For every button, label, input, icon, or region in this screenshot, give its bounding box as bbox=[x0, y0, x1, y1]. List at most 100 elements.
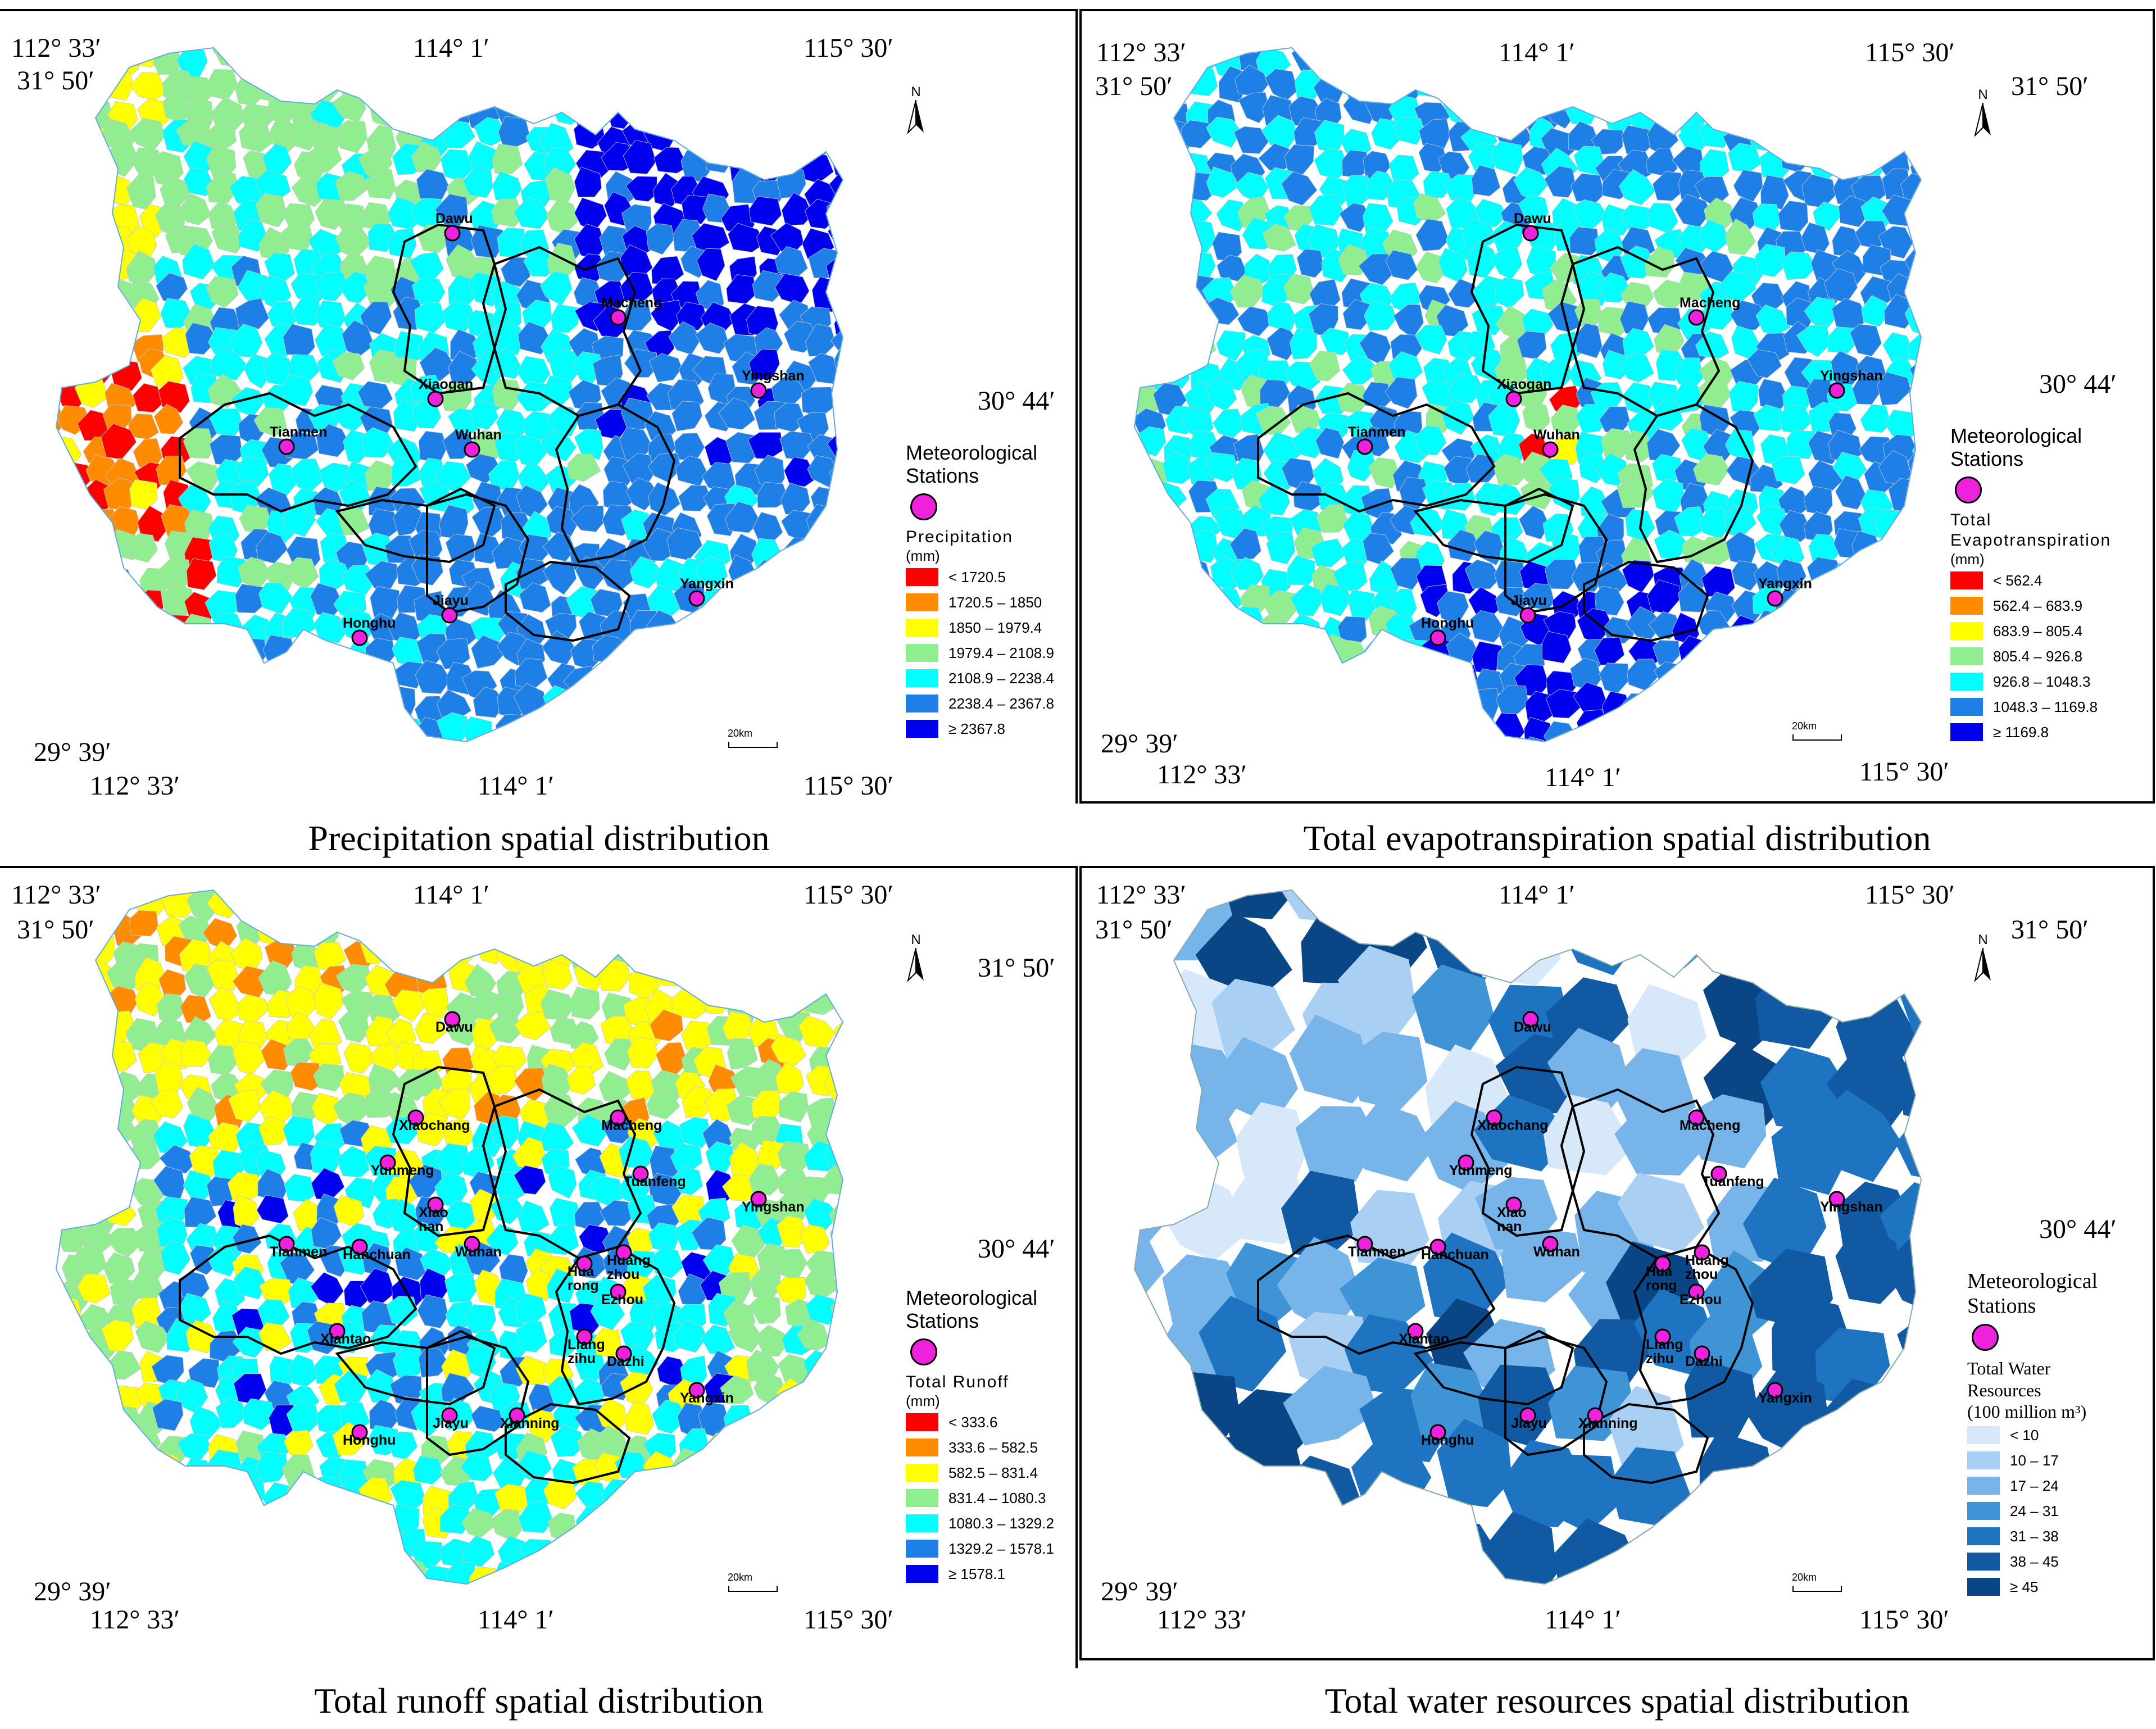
region-cell bbox=[1617, 480, 1654, 509]
region-cell bbox=[1347, 589, 1377, 621]
region-cell bbox=[1233, 126, 1270, 155]
water-resources-map bbox=[1079, 866, 2155, 1660]
region-cell bbox=[362, 745, 393, 775]
region-cell bbox=[774, 639, 805, 673]
region-cell bbox=[650, 299, 683, 332]
region-cell bbox=[495, 714, 526, 742]
region-cell bbox=[598, 1070, 630, 1103]
legend-class: ≥ 1578.1 bbox=[906, 1562, 1074, 1587]
region-cell bbox=[185, 865, 222, 888]
station-label: Wuhan bbox=[455, 1244, 502, 1260]
region-cell bbox=[1770, 1436, 1859, 1518]
region-cell bbox=[56, 1331, 82, 1360]
region-cell bbox=[1828, 63, 1859, 98]
region-cell bbox=[56, 1506, 60, 1538]
region-cell bbox=[804, 553, 838, 587]
region-cell bbox=[1179, 688, 1212, 724]
region-cell bbox=[801, 710, 833, 738]
region-cell bbox=[317, 48, 348, 76]
region-cell bbox=[129, 910, 159, 937]
region-cell bbox=[777, 98, 812, 131]
region-cell bbox=[656, 1486, 688, 1519]
legend-swatch bbox=[1950, 723, 1983, 742]
region-cell bbox=[56, 1512, 82, 1544]
region-cell bbox=[1474, 198, 1508, 228]
legend-variable: Total Evapotranspiration bbox=[1950, 510, 2112, 550]
region-cell bbox=[56, 988, 88, 1019]
legend-swatch bbox=[906, 695, 938, 713]
region-cell bbox=[620, 711, 652, 741]
region-cell bbox=[1315, 664, 1346, 698]
legend-class: 17 – 24 bbox=[1967, 1473, 2147, 1499]
region-cell bbox=[1315, 427, 1345, 459]
lon-west-bottom-label: 112° 33′ bbox=[1157, 760, 1247, 789]
region-cell bbox=[56, 591, 89, 620]
region-cell bbox=[57, 658, 92, 692]
region-cell bbox=[77, 1372, 110, 1403]
runoff-legend: Meteorological Stations Total Runoff (mm… bbox=[906, 1286, 1074, 1587]
region-cell bbox=[1627, 659, 1661, 691]
region-cell bbox=[519, 582, 551, 613]
lat-north-label: 31° 50′ bbox=[1095, 915, 1173, 945]
region-cell bbox=[780, 940, 817, 972]
legend-class: 582.5 – 831.4 bbox=[906, 1460, 1074, 1486]
region-cell bbox=[1258, 683, 1292, 719]
district-boundary bbox=[426, 1335, 530, 1456]
region-cell bbox=[1163, 251, 1198, 280]
region-cell bbox=[800, 70, 830, 98]
region-cell bbox=[317, 1578, 347, 1584]
region-cell bbox=[1544, 559, 1579, 589]
region-cell bbox=[1151, 696, 1186, 728]
region-cell bbox=[600, 891, 633, 923]
legend-class: ≥ 1169.8 bbox=[1950, 720, 2153, 745]
region-cell bbox=[104, 591, 137, 621]
region-cell bbox=[393, 717, 425, 742]
region-cell bbox=[1755, 102, 1787, 131]
region-cell bbox=[418, 430, 448, 463]
station-marker bbox=[1767, 590, 1783, 607]
region-cell bbox=[598, 1579, 636, 1584]
region-cell bbox=[778, 737, 808, 742]
region-cell bbox=[550, 304, 580, 333]
region-cell bbox=[1134, 965, 1155, 1050]
region-cell bbox=[1351, 1102, 1434, 1182]
region-cell bbox=[1773, 684, 1806, 717]
region-cell bbox=[1908, 451, 1921, 486]
region-cell bbox=[289, 690, 323, 724]
lon-east-top-label: 115° 30′ bbox=[1865, 880, 1955, 910]
region-cell bbox=[549, 1328, 581, 1358]
region-cell bbox=[1753, 404, 1788, 432]
region-cell bbox=[570, 505, 604, 533]
map-content bbox=[55, 47, 844, 776]
region-cell bbox=[597, 74, 630, 108]
region-cell bbox=[597, 682, 630, 713]
region-cell bbox=[332, 1588, 365, 1621]
region-cell bbox=[1818, 913, 1907, 996]
region-cell bbox=[673, 890, 707, 913]
region-cell bbox=[289, 721, 320, 742]
region-cell bbox=[1543, 1094, 1634, 1176]
legend-classes: < 333.6 333.6 – 582.5 582.5 – 831.4 831.4 –… bbox=[906, 1410, 1074, 1587]
region-cell bbox=[703, 1527, 739, 1560]
region-cell bbox=[836, 282, 843, 311]
region-cell bbox=[182, 1550, 214, 1582]
region-cell bbox=[1471, 165, 1501, 197]
region-cell bbox=[492, 171, 522, 202]
region-cell bbox=[1365, 712, 1397, 742]
region-cell bbox=[647, 745, 680, 776]
region-cell bbox=[551, 68, 583, 106]
station-marker bbox=[1519, 607, 1536, 624]
region-cell bbox=[56, 1279, 65, 1314]
lat-mid-label: 30° 44′ bbox=[2039, 369, 2117, 399]
region-cell bbox=[1644, 246, 1675, 278]
region-cell bbox=[1134, 588, 1135, 621]
region-cell bbox=[332, 352, 365, 380]
region-cell bbox=[625, 939, 660, 969]
region-cell bbox=[650, 1009, 684, 1042]
region-cell bbox=[315, 1561, 351, 1584]
region-cell bbox=[605, 890, 636, 895]
region-cell bbox=[825, 566, 843, 601]
station-symbol-icon bbox=[1972, 1324, 1999, 1351]
region-cell bbox=[1747, 349, 1782, 379]
region-cell bbox=[825, 608, 843, 638]
